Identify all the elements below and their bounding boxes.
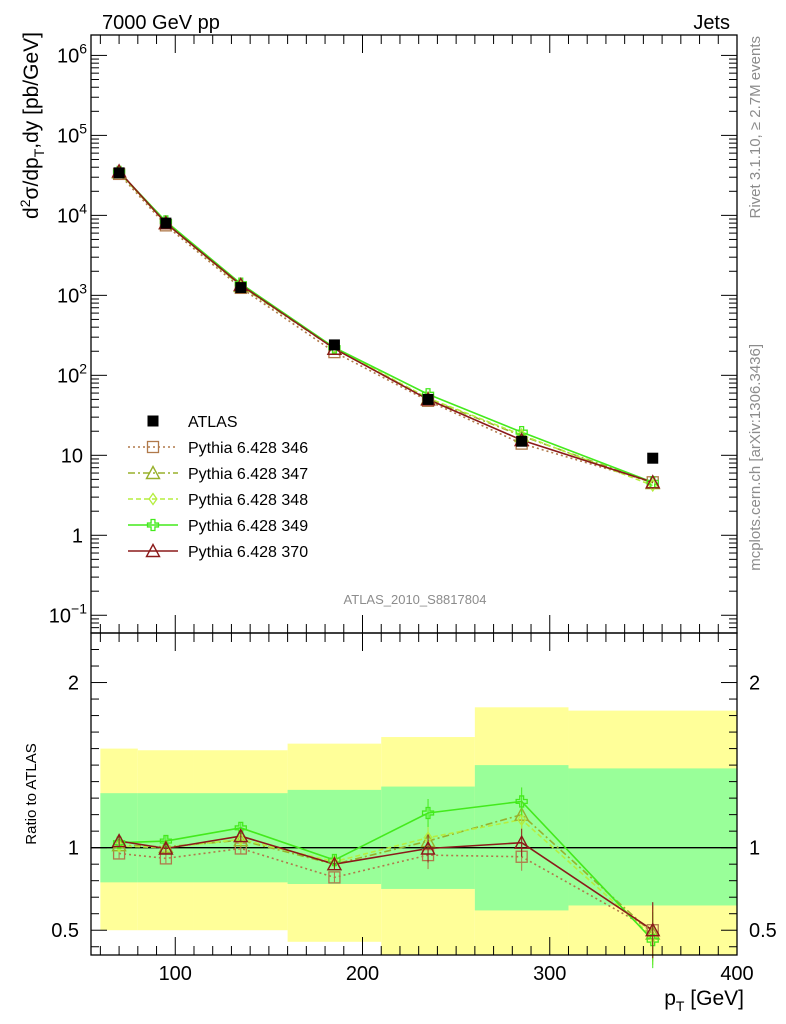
ratio-series-3-point — [421, 806, 435, 820]
legend-label-3: Pythia 6.428 349 — [188, 518, 308, 535]
tick-base: 10 — [57, 45, 79, 67]
tick-base: 10 — [57, 365, 79, 387]
ratio-series-2-point — [236, 832, 246, 847]
legend-label-1: Pythia 6.428 347 — [188, 466, 308, 483]
main-y-tick-label: 105 — [57, 120, 87, 147]
ratio-y-tick-label-left: 0.5 — [51, 920, 79, 942]
side-text-top: Rivet 3.1.10, ≥ 2.7M events — [747, 36, 764, 219]
ratio-series-4-point — [158, 840, 174, 855]
tick-exponent: 4 — [79, 200, 87, 216]
ratio-frame — [90, 632, 738, 956]
legend-label-2: Pythia 6.428 348 — [188, 492, 308, 509]
ratio-series-3-point — [515, 795, 528, 808]
ratio-y-tick-label-left: 2 — [68, 673, 79, 695]
ratio-y-tick-label-right: 2 — [749, 673, 760, 695]
x-tick-label: 300 — [533, 963, 566, 985]
legend-marker-1 — [145, 465, 161, 480]
atlas-data-point — [422, 393, 434, 405]
side-text-bottom: mcplots.cern.ch [arXiv:1306.3436] — [747, 344, 764, 571]
main-y-tick-label: 103 — [57, 280, 87, 307]
ratio-series-3-point — [112, 836, 126, 849]
main-series-line-3 — [118, 171, 654, 484]
ratio-series-4-point — [420, 840, 436, 855]
atlas-data-point — [328, 339, 340, 351]
header-left: 7000 GeV pp — [102, 12, 220, 34]
x-axis-title: pT [GeV] — [664, 987, 744, 1014]
legend-atlas-marker — [147, 415, 159, 427]
ratio-series-4-point — [326, 856, 343, 871]
legend: ATLAS Pythia 6.428 346 Pythia 6.428 347 Pyt… — [128, 414, 308, 561]
ratio-uncertainty-bands — [91, 707, 737, 955]
ratio-series-4-point — [111, 833, 127, 848]
ratio-series-4-point — [513, 834, 530, 849]
analysis-label: ATLAS_2010_S8817804 — [344, 592, 487, 607]
tick-base: 10 — [57, 205, 79, 227]
legend-atlas-label: ATLAS — [188, 414, 238, 431]
main-series-line-4 — [118, 170, 653, 484]
atlas-data-point — [160, 217, 172, 229]
ratio-series-4-point — [233, 828, 249, 843]
header-right: Jets — [693, 12, 730, 34]
legend-marker-0 — [146, 440, 160, 454]
ratio-series-4-point — [645, 922, 661, 937]
atlas-data-point — [647, 452, 659, 464]
main-y-tick-label: 10 — [61, 445, 83, 467]
ratio-series-2-point — [517, 812, 527, 827]
tick-exponent: −1 — [71, 600, 87, 616]
ratio-y-tick-label-right: 1 — [749, 838, 760, 860]
legend-marker-3 — [146, 518, 160, 532]
ratio-y-tick-label-right: 0.5 — [749, 920, 777, 942]
main-series-line-2 — [118, 171, 654, 487]
tick-base: 10 — [49, 605, 71, 627]
x-tick-label: 100 — [159, 963, 192, 985]
main-y-tick-label: 102 — [57, 360, 87, 387]
atlas-data-point — [113, 167, 125, 179]
ratio-series-3-point — [646, 933, 659, 947]
ratio-panel-markers — [111, 787, 661, 969]
legend-marker-4 — [145, 543, 161, 558]
main-y-tick-label: 1 — [72, 525, 83, 547]
main-series-line-1 — [118, 171, 654, 484]
tick-exponent: 5 — [79, 120, 87, 136]
tick-exponent: 2 — [79, 360, 87, 376]
main-series-line-0 — [118, 173, 653, 484]
legend-label-0: Pythia 6.428 346 — [188, 440, 308, 457]
ratio-series-3-point — [328, 853, 341, 867]
main-panel-series — [118, 170, 654, 487]
main-y-tick-label: 104 — [57, 200, 87, 227]
ratio-y-axis-title: Ratio to ATLAS — [23, 743, 40, 844]
atlas-data-point — [235, 282, 247, 294]
legend-label-4: Pythia 6.428 370 — [188, 544, 308, 561]
main-series-4-point — [645, 474, 661, 489]
main-y-axis-title: d2σ/dpT,dy [pb/GeV] — [17, 32, 47, 219]
tick-exponent: 3 — [79, 280, 87, 296]
tick-exponent: 6 — [79, 40, 87, 56]
x-tick-label: 400 — [720, 963, 753, 985]
atlas-data-point — [516, 435, 528, 447]
main-y-tick-label: 10−1 — [49, 600, 87, 627]
ratio-series-0-point — [328, 871, 341, 884]
tick-base: 10 — [57, 285, 79, 307]
x-tick-label: 200 — [346, 963, 379, 985]
main-y-tick-label: 106 — [57, 40, 87, 67]
ratio-panel-axes: 100 200 300 400 0.5 0.5 1 1 2 2 — [51, 632, 777, 985]
tick-base: 10 — [57, 125, 79, 147]
main-panel-markers — [111, 163, 661, 493]
legend-marker-2 — [148, 492, 158, 506]
ratio-y-tick-label-left: 1 — [68, 838, 79, 860]
